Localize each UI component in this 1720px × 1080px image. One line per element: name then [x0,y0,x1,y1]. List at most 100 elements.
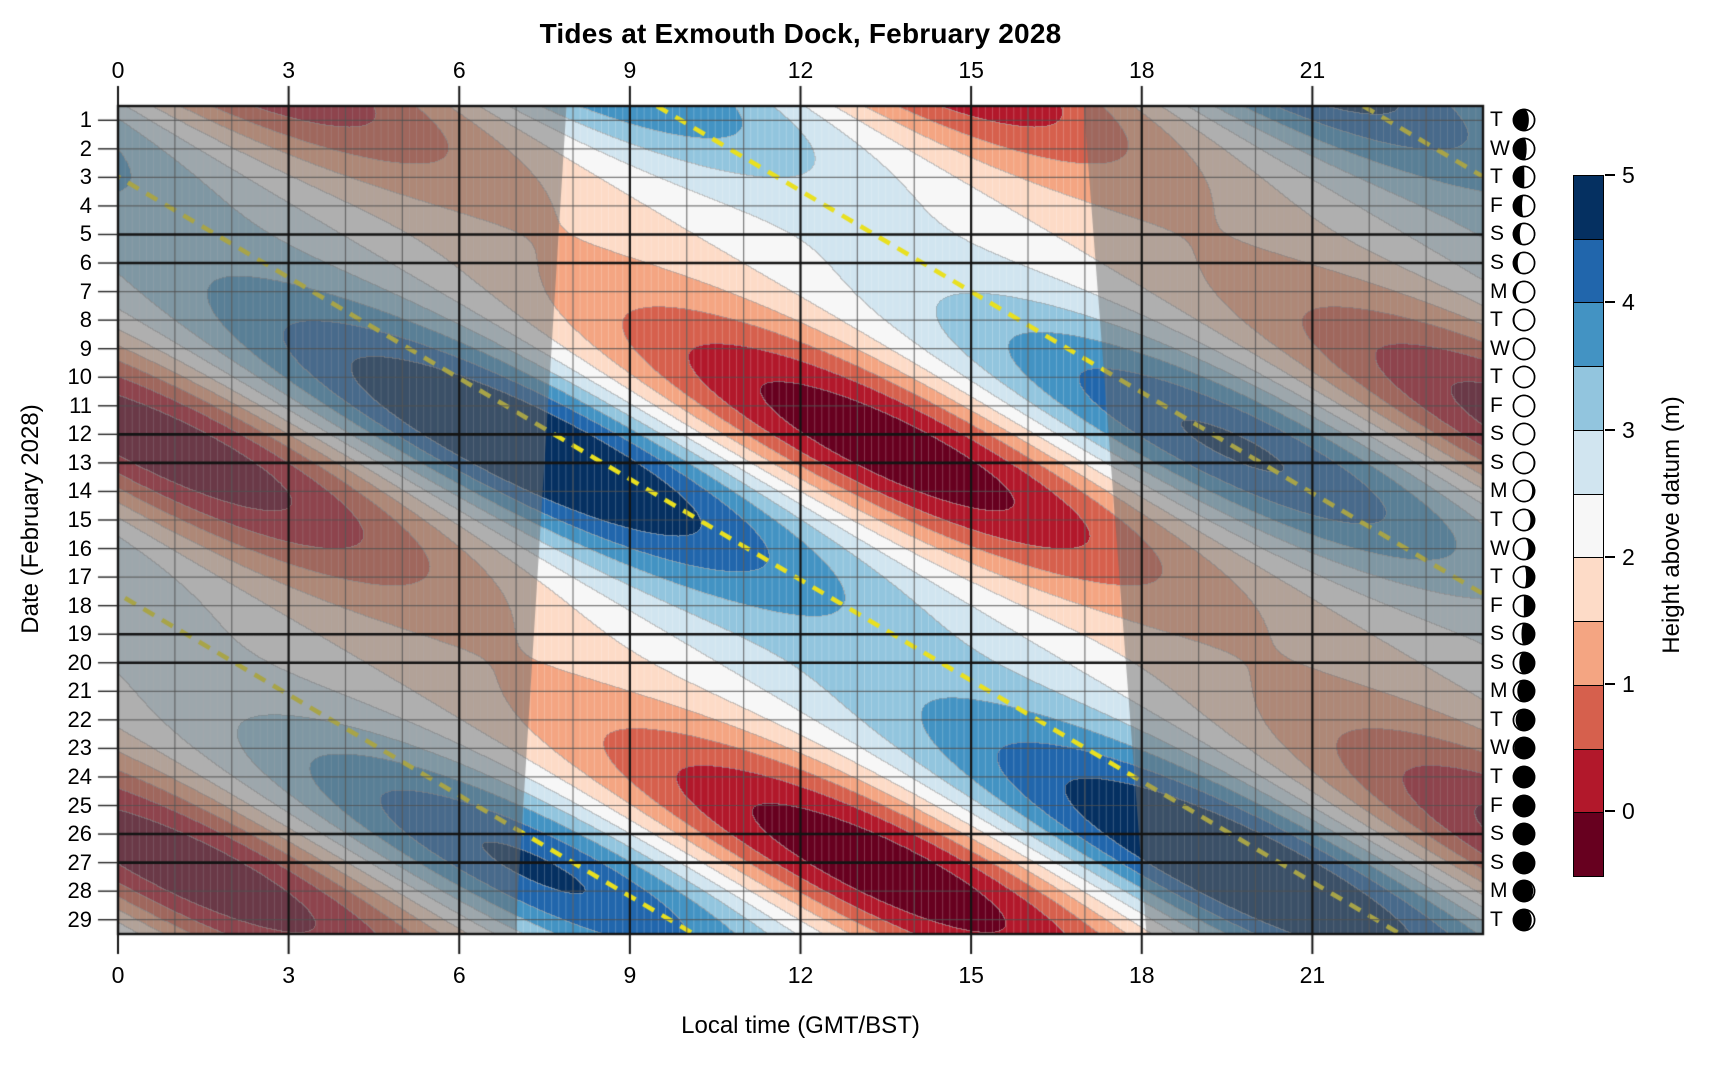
y-tick-label-date: 8 [79,307,92,333]
moon-phase-icon [1512,537,1536,560]
moon-phase-icon [1512,308,1536,332]
y-tick-label-date: 15 [67,507,92,532]
weekday-letter: S [1490,622,1505,646]
y-tick-label-date: 6 [79,250,92,276]
y-tick-label-date: 9 [79,335,92,361]
moon-phase-icon-wrap [1512,337,1536,361]
colorbar-tick-label: 1 [1622,671,1635,698]
moon-phase-icon [1512,679,1536,703]
moon-phase-icon-wrap [1512,622,1536,646]
x-tick-label-top: 18 [1128,57,1155,83]
weekday-letter: T [1490,308,1503,332]
moon-phase-icon [1512,794,1536,817]
x-tick-label-bottom: 3 [282,962,296,988]
moon-phase-icon-wrap [1512,165,1536,189]
moon-phase-icon-wrap [1512,851,1536,875]
weekday-letter: M [1490,679,1508,703]
x-tick-label-top: 3 [282,57,296,83]
moon-phase-icon-wrap [1512,736,1536,760]
moon-phase-icon [1512,737,1536,760]
colorbar-band [1574,621,1603,685]
moon-phase-icon-wrap [1512,879,1536,903]
moon-phase-icon [1512,565,1536,589]
weekday-letter: W [1490,736,1510,760]
moon-phase-icon [1512,337,1536,361]
moon-phase-icon-wrap [1512,451,1536,475]
moon-phase-icon-wrap [1512,708,1536,732]
weekday-letter: M [1490,879,1508,903]
y-tick-label-date: 14 [67,478,92,504]
weekday-letter: S [1490,422,1505,446]
moon-phase-icon-wrap [1512,308,1536,332]
weekday-letter: T [1490,764,1503,788]
y-tick-label-date: 11 [69,392,92,418]
weekday-letter: S [1490,450,1505,474]
colorbar-tick-mark [1605,301,1615,304]
y-tick-label-date: 5 [79,221,92,247]
moon-phase-icon-wrap [1512,565,1536,589]
x-tick-label-bottom: 15 [958,962,984,988]
moon-phase-icon [1512,166,1536,189]
moon-phase-icon-wrap [1512,537,1536,561]
y-axis-title: Date (February 2028) [17,404,44,634]
y-tick-label-date: 23 [67,735,92,761]
colorbar-band [1574,176,1603,239]
colorbar-band [1574,557,1603,622]
weekday-letter: W [1490,336,1510,360]
moon-phase-icon-wrap [1512,765,1536,789]
weekday-letter: S [1490,251,1505,275]
moon-phase-icon [1512,622,1536,646]
moon-phase-icon-wrap [1512,594,1536,618]
colorbar-band [1574,748,1603,813]
x-tick-label-bottom: 9 [623,962,637,988]
x-tick-label-top: 21 [1299,57,1326,83]
weekday-letter: T [1490,108,1503,132]
y-tick-label-date: 27 [67,849,92,875]
moon-phase-icon-wrap [1512,908,1536,932]
x-tick-label-bottom: 0 [111,962,125,988]
colorbar-tick-label: 0 [1622,798,1635,825]
moon-phase-icon [1512,394,1536,418]
moon-phase-icon-wrap [1512,651,1536,675]
weekday-letter: S [1490,822,1505,846]
moon-phase-icon [1512,594,1536,617]
colorbar-band [1574,493,1603,558]
moon-phase-icon [1512,422,1536,446]
colorbar-tick-label: 3 [1622,416,1635,443]
moon-phase-icon-wrap [1512,280,1536,304]
colorbar-tick-mark [1605,555,1615,558]
moon-phase-icon [1512,137,1536,161]
moon-phase-icon [1512,508,1536,532]
moon-phase-icon [1512,251,1536,275]
moon-phase-icon [1512,194,1536,218]
y-tick-label-date: 21 [67,678,92,704]
colorbar-tick-label: 5 [1622,162,1635,188]
colorbar-tick-label: 2 [1622,543,1635,570]
x-tick-label-top: 12 [787,57,814,83]
weekday-letter: T [1490,365,1503,389]
colorbar-band [1574,302,1603,367]
y-tick-label-date: 20 [67,649,92,675]
moon-phase-icon-wrap [1512,194,1536,218]
moon-phase-icon-wrap [1512,251,1536,275]
colorbar-tick-mark [1605,683,1615,686]
x-tick-label-bottom: 6 [452,962,466,988]
moon-phase-icon-wrap [1512,508,1536,532]
y-tick-label-date: 7 [79,278,92,304]
y-tick-label-date: 22 [67,706,92,732]
weekday-letter: T [1490,707,1503,731]
colorbar-band [1574,429,1603,494]
moon-phase-icon [1512,851,1536,874]
weekday-letter: M [1490,279,1508,303]
moon-phase-icon-wrap [1512,822,1536,846]
weekday-letter: T [1490,565,1503,589]
moon-phase-icon-wrap [1512,794,1536,818]
x-tick-label-top: 15 [958,57,984,83]
colorbar-band [1574,366,1603,430]
moon-phase-icon-wrap [1512,479,1536,503]
colorbar-tick-label: 4 [1622,289,1635,316]
y-tick-label-date: 13 [67,449,92,475]
colorbar [1573,175,1604,877]
y-tick-label-date: 26 [67,821,92,847]
